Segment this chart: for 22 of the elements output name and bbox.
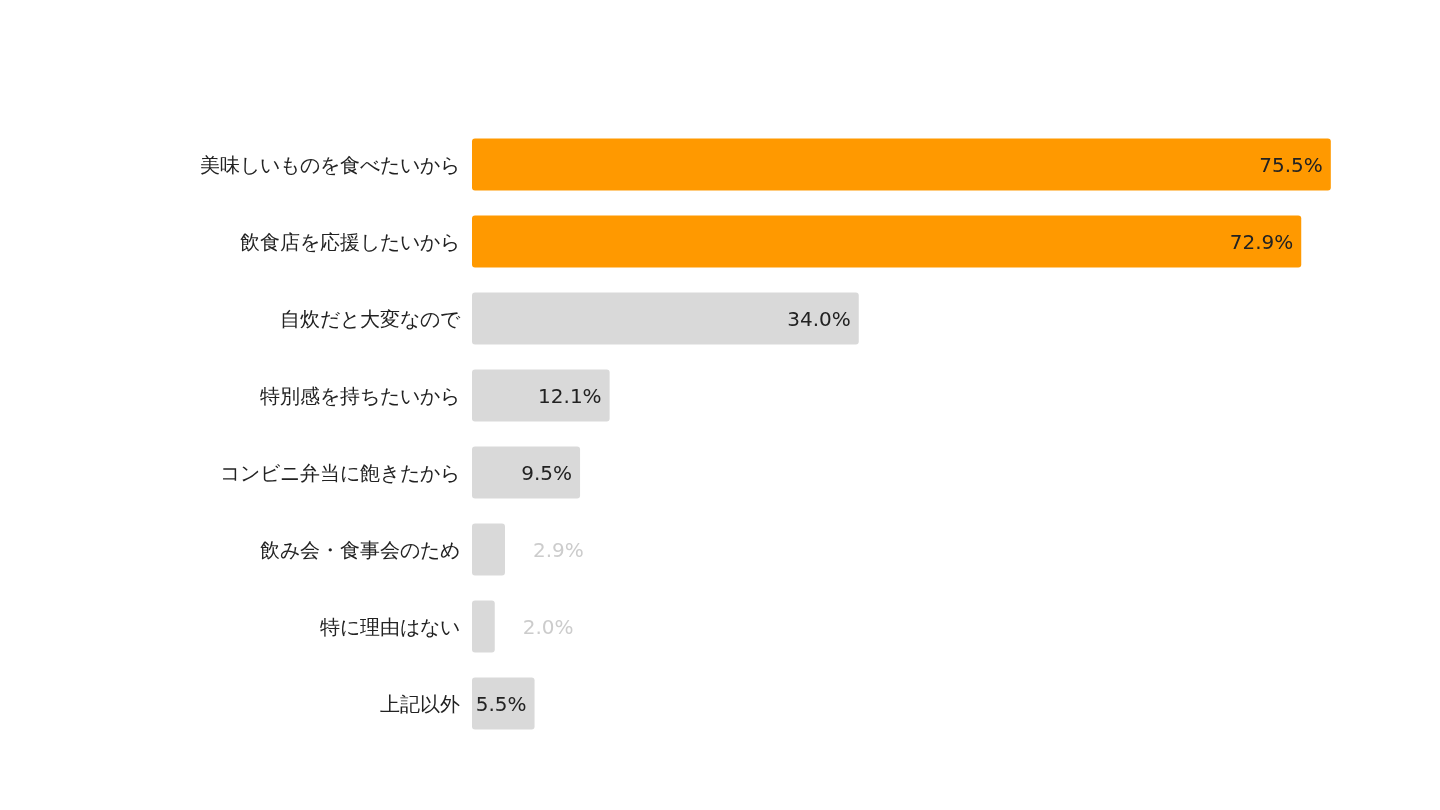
y-tick-label: 特に理由はない: [320, 614, 460, 639]
data-label: 5.5%: [475, 691, 527, 716]
y-tick-label: 飲み会・食事会のため: [260, 537, 460, 562]
bar: [472, 523, 505, 576]
data-label: 12.1%: [538, 383, 602, 408]
bar: [472, 138, 1331, 191]
bar: [472, 215, 1302, 268]
data-label: 34.0%: [787, 306, 851, 331]
data-label: 9.5%: [521, 460, 573, 485]
data-label: 75.5%: [1259, 152, 1323, 177]
y-tick-label: 飲食店を応援したいから: [240, 229, 460, 254]
bar: [472, 446, 581, 499]
y-tick-label: 自炊だと大変なので: [280, 306, 461, 331]
bar: [472, 677, 535, 730]
bar: [472, 600, 495, 653]
y-tick-label: 特別感を持ちたいから: [260, 383, 460, 408]
y-tick-label: 美味しいものを食べたいから: [200, 152, 460, 177]
y-tick-label: コンビニ弁当に飽きたから: [220, 460, 460, 485]
bar: [472, 292, 859, 345]
y-tick-label: 上記以外: [380, 691, 460, 716]
data-label: 72.9%: [1229, 229, 1294, 254]
bar: [472, 369, 610, 422]
